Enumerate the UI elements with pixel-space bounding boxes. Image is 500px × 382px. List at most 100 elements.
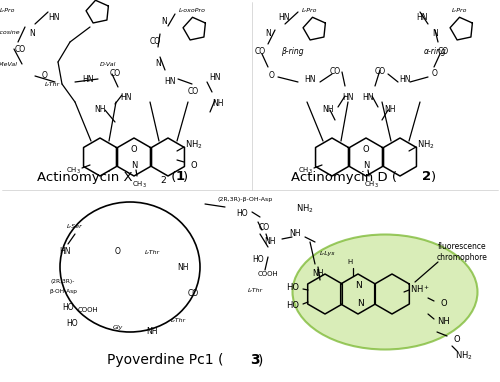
Text: O: O bbox=[269, 71, 275, 81]
Text: 3: 3 bbox=[250, 353, 260, 367]
Text: O: O bbox=[440, 299, 448, 309]
Text: CO: CO bbox=[330, 68, 340, 76]
Text: fluorescence
chromophore: fluorescence chromophore bbox=[436, 242, 488, 262]
Text: L-Pro: L-Pro bbox=[0, 8, 16, 13]
Text: HN: HN bbox=[82, 74, 94, 84]
Text: $_2$: $_2$ bbox=[160, 173, 168, 186]
Text: CO: CO bbox=[150, 37, 160, 47]
Text: β-OH-Asp: β-OH-Asp bbox=[49, 288, 77, 293]
Text: CO: CO bbox=[188, 87, 198, 97]
Text: NH: NH bbox=[264, 238, 276, 246]
Text: O: O bbox=[454, 335, 460, 343]
Text: L-MeVal: L-MeVal bbox=[0, 63, 18, 68]
Text: H: H bbox=[348, 259, 352, 265]
Text: L-Thr: L-Thr bbox=[44, 83, 60, 87]
Text: O: O bbox=[362, 144, 370, 154]
Text: NH: NH bbox=[289, 230, 301, 238]
Text: COOH: COOH bbox=[78, 307, 98, 313]
Text: ): ) bbox=[432, 170, 436, 183]
Text: HN: HN bbox=[120, 92, 132, 102]
Text: N: N bbox=[161, 18, 167, 26]
Text: HN: HN bbox=[416, 13, 428, 21]
Text: HN: HN bbox=[399, 74, 411, 84]
Text: NH$_2$: NH$_2$ bbox=[185, 139, 203, 151]
Text: Actinomycin X: Actinomycin X bbox=[37, 170, 133, 183]
Text: NH: NH bbox=[94, 105, 106, 115]
Text: NH$_2$: NH$_2$ bbox=[455, 350, 473, 362]
Text: D-Val: D-Val bbox=[100, 62, 116, 66]
Text: HO: HO bbox=[66, 319, 78, 329]
Text: L-Pro: L-Pro bbox=[452, 8, 468, 13]
Text: HO: HO bbox=[62, 303, 74, 311]
Text: HO: HO bbox=[252, 254, 264, 264]
Text: CO: CO bbox=[374, 68, 386, 76]
Text: NH: NH bbox=[177, 262, 189, 272]
Text: NH: NH bbox=[438, 317, 450, 327]
Text: (: ( bbox=[168, 170, 176, 183]
Text: CO: CO bbox=[14, 45, 26, 55]
Text: O: O bbox=[130, 144, 138, 154]
Text: COOH: COOH bbox=[258, 271, 278, 277]
Text: CH$_3$: CH$_3$ bbox=[298, 166, 312, 176]
Text: N: N bbox=[265, 29, 271, 39]
Text: O: O bbox=[190, 160, 198, 170]
Text: HN: HN bbox=[48, 13, 60, 21]
Text: HN: HN bbox=[304, 74, 316, 84]
Text: O: O bbox=[42, 71, 48, 81]
Text: O: O bbox=[432, 70, 438, 78]
Text: HO: HO bbox=[286, 301, 300, 311]
Text: CH$_3$: CH$_3$ bbox=[132, 180, 146, 190]
Text: CO: CO bbox=[254, 47, 266, 57]
Text: N: N bbox=[29, 29, 35, 39]
Text: HN: HN bbox=[209, 73, 221, 81]
Text: HO: HO bbox=[286, 283, 300, 293]
Text: L-Ser: L-Ser bbox=[67, 225, 83, 230]
Text: L-Pro: L-Pro bbox=[302, 8, 318, 13]
Text: L-Thr: L-Thr bbox=[248, 288, 262, 293]
Text: 2: 2 bbox=[422, 170, 432, 183]
Text: CO: CO bbox=[438, 47, 448, 57]
Text: NH: NH bbox=[146, 327, 158, 337]
Text: β-ring: β-ring bbox=[280, 47, 303, 57]
Text: ): ) bbox=[184, 170, 188, 183]
Text: HN: HN bbox=[342, 92, 354, 102]
Text: L-Lys: L-Lys bbox=[320, 251, 336, 256]
Text: CO: CO bbox=[258, 222, 270, 231]
Text: L-oxoPro: L-oxoPro bbox=[178, 8, 206, 13]
Text: N: N bbox=[432, 29, 438, 39]
Text: Actinomycin D (: Actinomycin D ( bbox=[291, 170, 397, 183]
Text: HN: HN bbox=[164, 78, 176, 86]
Text: NH$_2$: NH$_2$ bbox=[296, 203, 314, 215]
Text: N: N bbox=[356, 298, 364, 308]
Text: NH: NH bbox=[312, 269, 324, 278]
Text: NH$^+$: NH$^+$ bbox=[410, 283, 430, 295]
Text: NH$_2$: NH$_2$ bbox=[417, 139, 435, 151]
Text: N: N bbox=[155, 60, 161, 68]
Text: N: N bbox=[131, 160, 137, 170]
Text: (2R,3R)-β-OH-Asp: (2R,3R)-β-OH-Asp bbox=[218, 196, 272, 201]
Text: CO: CO bbox=[110, 70, 120, 78]
Text: Pyoverdine Pc1 (: Pyoverdine Pc1 ( bbox=[107, 353, 223, 367]
Text: HN: HN bbox=[278, 13, 290, 21]
Text: NH: NH bbox=[322, 105, 334, 115]
Text: Sarcosine: Sarcosine bbox=[0, 29, 20, 34]
Text: NH: NH bbox=[212, 99, 224, 108]
Text: Gly: Gly bbox=[113, 324, 123, 330]
Text: HN: HN bbox=[362, 92, 374, 102]
Text: L-Thr: L-Thr bbox=[170, 317, 186, 322]
Text: CH$_3$: CH$_3$ bbox=[364, 180, 378, 190]
Text: CO: CO bbox=[188, 290, 198, 298]
Text: CH$_3$: CH$_3$ bbox=[66, 166, 80, 176]
Text: L-Thr: L-Thr bbox=[144, 249, 160, 254]
Text: (2R,3R)-: (2R,3R)- bbox=[51, 280, 75, 285]
Text: HN: HN bbox=[60, 248, 71, 256]
Text: HO: HO bbox=[236, 209, 248, 219]
Text: 1: 1 bbox=[176, 170, 184, 183]
Text: α-ring: α-ring bbox=[424, 47, 446, 57]
Text: NH: NH bbox=[384, 105, 396, 115]
Ellipse shape bbox=[292, 235, 478, 350]
Text: N: N bbox=[363, 160, 369, 170]
Text: N: N bbox=[354, 280, 362, 290]
Text: ): ) bbox=[258, 353, 264, 367]
Text: O: O bbox=[115, 248, 121, 256]
